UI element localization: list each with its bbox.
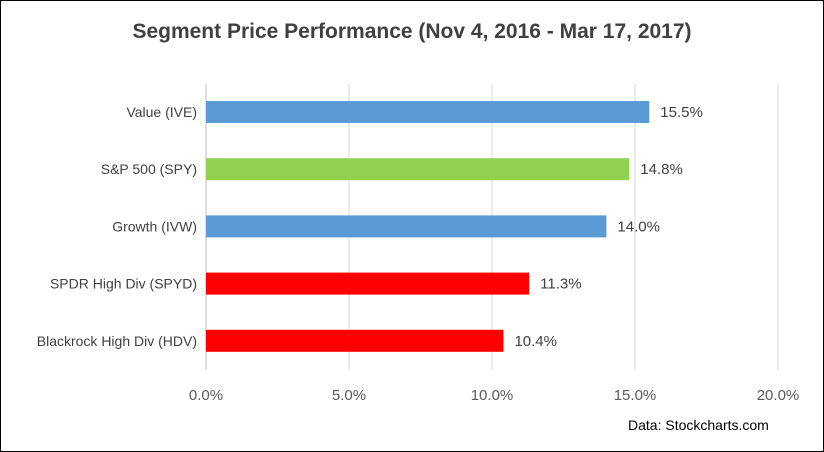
bar [206,329,504,352]
data-label: 10.4% [514,333,557,350]
bar [206,215,607,238]
category-labels: Value (IVE) S&P 500 (SPY) Growth (IVW) SPDR… [37,104,197,349]
x-tick-label: 20.0% [757,387,800,404]
data-label: 15.5% [660,104,703,121]
category-label: SPDR High Div (SPYD) [50,276,197,292]
x-tick-label: 15.0% [614,387,657,404]
x-tick-labels: 0.0% 5.0% 10.0% 15.0% 20.0% [189,387,799,404]
data-label: 11.3% [540,276,581,293]
x-tick-label: 10.0% [471,387,514,404]
bar [206,158,630,181]
x-tick-label: 0.0% [189,387,223,404]
data-label: 14.0% [617,218,660,235]
category-label: Growth (IVW) [112,218,197,234]
bars [206,101,650,352]
category-label: S&P 500 (SPY) [101,161,197,177]
data-labels: 15.5% 14.8% 14.0% 11.3% 10.4% [514,104,702,350]
category-label: Blackrock High Div (HDV) [37,333,197,349]
source-note: Data: Stockcharts.com [628,417,769,433]
data-label: 14.8% [640,161,683,178]
chart-title: Segment Price Performance (Nov 4, 2016 -… [132,20,692,43]
x-tick-label: 5.0% [332,387,366,404]
category-label: Value (IVE) [126,104,197,120]
bar [206,272,530,295]
bar [206,101,650,123]
